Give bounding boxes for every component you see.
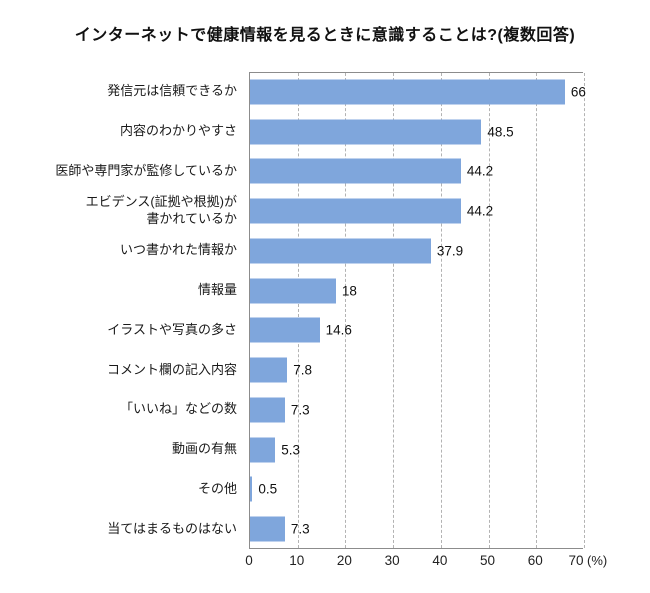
value-label: 66 xyxy=(570,84,586,100)
bar-row: 発信元は信頼できるか 66 xyxy=(0,72,650,112)
value-label: 44.2 xyxy=(466,203,494,219)
x-axis-tick-label: 30 xyxy=(384,553,400,568)
bar-track: 48.5 xyxy=(249,112,629,152)
x-axis-tick-label: 10 xyxy=(289,553,305,568)
bar-row: 動画の有無 5.3 xyxy=(0,430,650,470)
bar-track: 7.3 xyxy=(249,390,629,430)
category-label: 医師や専門家が監修しているか xyxy=(55,162,237,178)
bar-track: 66 xyxy=(249,72,629,112)
bar xyxy=(250,198,461,224)
bar xyxy=(250,119,482,145)
bar xyxy=(250,397,285,423)
bar xyxy=(250,437,276,463)
bar-track: 18 xyxy=(249,271,629,311)
plot-area xyxy=(249,72,585,549)
category-label: 内容のわかりやすさ xyxy=(119,123,237,139)
bar-row: 「いいね」などの数 7.3 xyxy=(0,390,650,430)
category-label: いつ書かれた情報か xyxy=(119,242,237,258)
x-axis-tick-label: 60 xyxy=(527,553,543,568)
bar-rows: 発信元は信頼できるか 66 内容のわかりやすさ 48.5 医師や専門家が監修して… xyxy=(0,72,650,549)
category-label: 発信元は信頼できるか xyxy=(107,83,237,99)
bar xyxy=(250,357,288,383)
bar-row: その他 0.5 xyxy=(0,470,650,510)
value-label: 5.3 xyxy=(281,442,301,458)
x-axis-tick-label: 70 xyxy=(568,553,584,568)
bar-row: エビデンス(証拠や根拠)が 書かれているか 44.2 xyxy=(0,191,650,231)
bar-track: 0.5 xyxy=(249,470,629,510)
bar-row: 医師や専門家が監修しているか 44.2 xyxy=(0,152,650,192)
x-axis-unit-label: (%) xyxy=(587,553,608,568)
bar-row: 情報量 18 xyxy=(0,271,650,311)
bar-track: 37.9 xyxy=(249,231,629,271)
bar xyxy=(250,278,336,304)
value-label: 0.5 xyxy=(258,481,278,497)
value-label: 48.5 xyxy=(487,124,514,140)
category-label: イラストや写真の多さ xyxy=(107,321,237,337)
bar-track: 7.8 xyxy=(249,350,629,390)
value-label: 18 xyxy=(341,283,357,299)
bar xyxy=(250,317,320,343)
x-axis-tick-label: 20 xyxy=(336,553,352,568)
bar-chart: 発信元は信頼できるか 66 内容のわかりやすさ 48.5 医師や専門家が監修して… xyxy=(0,72,650,592)
category-label: 当てはまるものはない xyxy=(107,520,237,536)
bar-row: 内容のわかりやすさ 48.5 xyxy=(0,112,650,152)
bar-row: 当てはまるものはない 7.3 xyxy=(0,509,650,549)
x-axis-tick-label: 0 xyxy=(245,553,253,568)
x-axis-tick-label: 50 xyxy=(480,553,496,568)
bar xyxy=(250,79,565,105)
bar-track: 44.2 xyxy=(249,152,629,192)
value-label: 7.8 xyxy=(293,362,312,378)
bar xyxy=(250,516,285,542)
bar-track: 14.6 xyxy=(249,311,629,351)
bar-track: 7.3 xyxy=(249,509,629,549)
gridline xyxy=(440,73,442,548)
bar xyxy=(250,238,431,264)
gridline xyxy=(488,73,490,548)
gridline xyxy=(584,73,585,548)
bar-row: いつ書かれた情報か 37.9 xyxy=(0,231,650,271)
value-label: 37.9 xyxy=(436,243,464,259)
x-axis-tick-label: 40 xyxy=(432,553,448,568)
chart-title: インターネットで健康情報を見るときに意識することは?(複数回答) xyxy=(74,27,576,44)
gridline xyxy=(297,73,299,548)
category-label: エビデンス(証拠や根拠)が 書かれているか xyxy=(85,194,237,227)
category-label: 情報量 xyxy=(197,282,237,298)
x-axis: 0 10 20 30 40 50 60 70 (%) xyxy=(0,553,650,575)
bar-track: 5.3 xyxy=(249,430,629,470)
category-label: 動画の有無 xyxy=(171,441,237,457)
bar-row: イラストや写真の多さ 14.6 xyxy=(0,311,650,351)
bar-track: 44.2 xyxy=(249,191,629,231)
bar-row: コメント欄の記入内容 7.8 xyxy=(0,350,650,390)
bar xyxy=(250,476,253,502)
category-label: その他 xyxy=(197,480,237,496)
category-label: コメント欄の記入内容 xyxy=(106,361,237,377)
category-label: 「いいね」などの数 xyxy=(119,401,237,417)
bar xyxy=(250,158,461,184)
value-label: 7.3 xyxy=(290,521,310,537)
value-label: 7.3 xyxy=(290,402,310,418)
gridline xyxy=(536,73,538,548)
value-label: 14.6 xyxy=(325,322,352,338)
value-label: 44.2 xyxy=(466,163,494,179)
gridline xyxy=(345,73,347,548)
gridline xyxy=(393,73,395,548)
